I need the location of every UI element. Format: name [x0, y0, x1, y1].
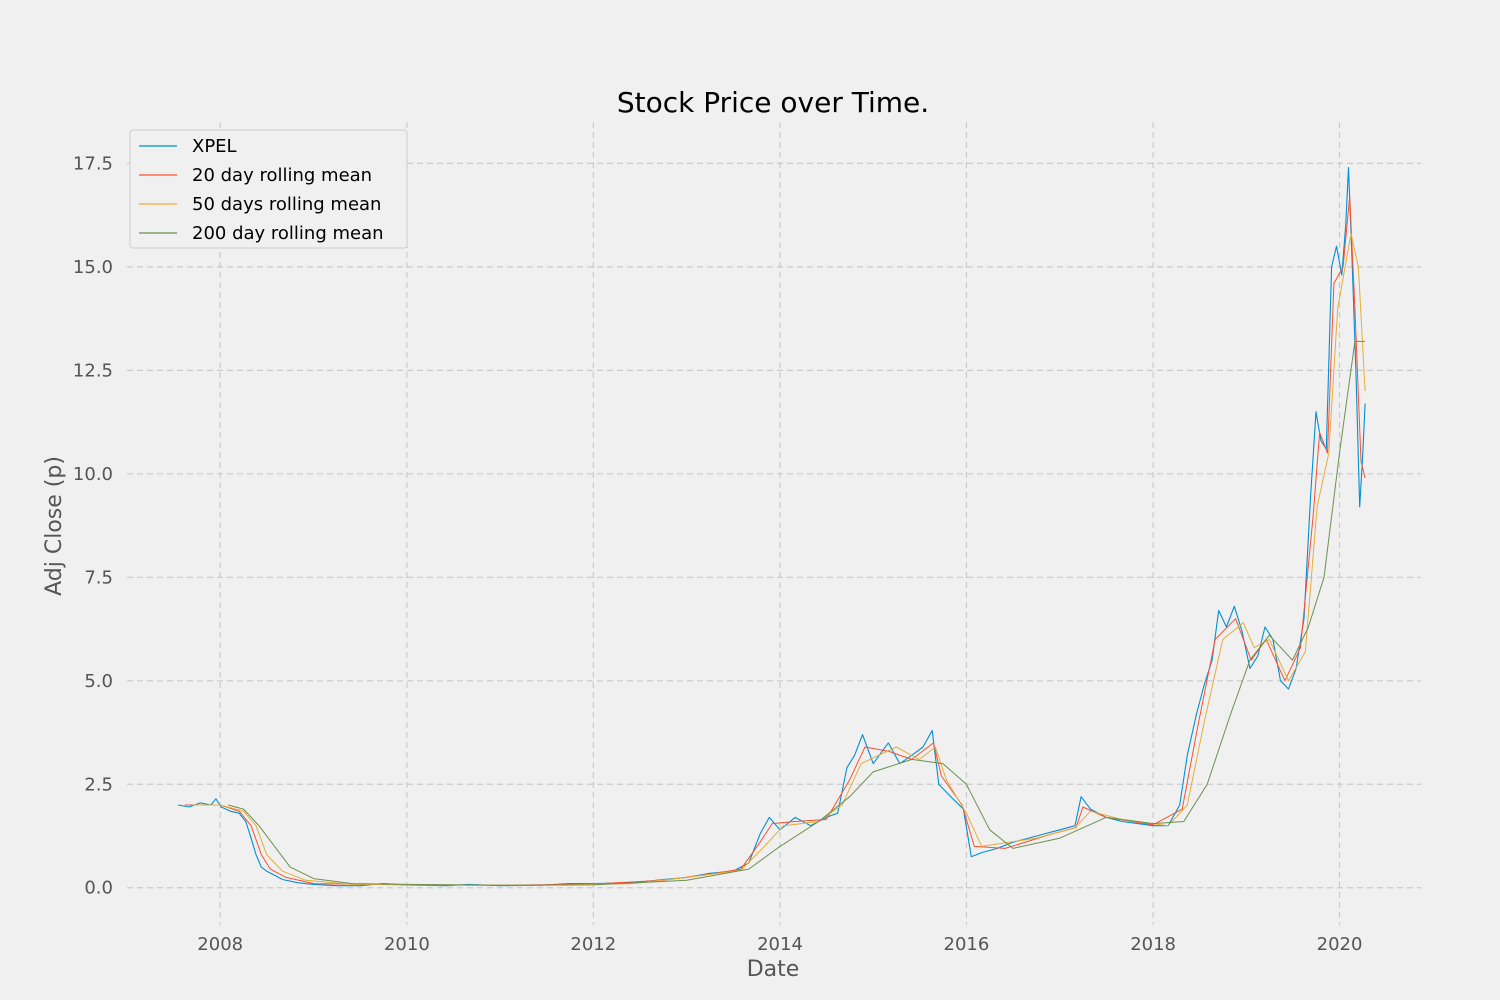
y-tick-label: 5.0 — [84, 671, 113, 692]
y-tick-label: 0.0 — [84, 878, 113, 899]
series-line-200-day-rolling-mean — [227, 340, 1366, 886]
series-line-50-days-rolling-mean — [192, 233, 1366, 886]
x-tick-label: 2012 — [570, 934, 616, 955]
y-tick-label: 7.5 — [84, 567, 113, 588]
x-axis-title: Date — [747, 957, 800, 982]
y-tick-label: 10.0 — [73, 464, 113, 485]
legend-label: XPEL — [192, 136, 237, 157]
x-tick-label: 2014 — [757, 934, 803, 955]
y-tick-label: 12.5 — [73, 360, 113, 381]
chart-title: Stock Price over Time. — [617, 86, 929, 119]
x-tick-label: 2020 — [1317, 934, 1363, 955]
legend: XPEL 20 day rolling mean 50 days rolling m… — [129, 129, 408, 249]
tick-labels: 2008 2010 2012 2014 2016 2018 2020 0.0 2.5 5.0 7.5… — [73, 153, 1363, 955]
series-line-xpel — [178, 166, 1366, 887]
y-tick-label: 15.0 — [73, 257, 113, 278]
y-tick-label: 2.5 — [84, 774, 113, 795]
legend-label: 200 day rolling mean — [192, 223, 384, 244]
legend-label: 50 days rolling mean — [192, 194, 381, 215]
x-tick-label: 2008 — [197, 934, 243, 955]
legend-label: 20 day rolling mean — [192, 165, 372, 186]
series-line-20-day-rolling-mean — [184, 196, 1366, 886]
series-lines — [178, 166, 1366, 887]
x-tick-label: 2018 — [1130, 934, 1176, 955]
y-axis-title: Adj Close (p) — [42, 456, 67, 596]
y-tick-label: 17.5 — [73, 153, 113, 174]
x-tick-label: 2016 — [944, 934, 990, 955]
x-tick-label: 2010 — [384, 934, 430, 955]
legend-box — [129, 129, 408, 249]
